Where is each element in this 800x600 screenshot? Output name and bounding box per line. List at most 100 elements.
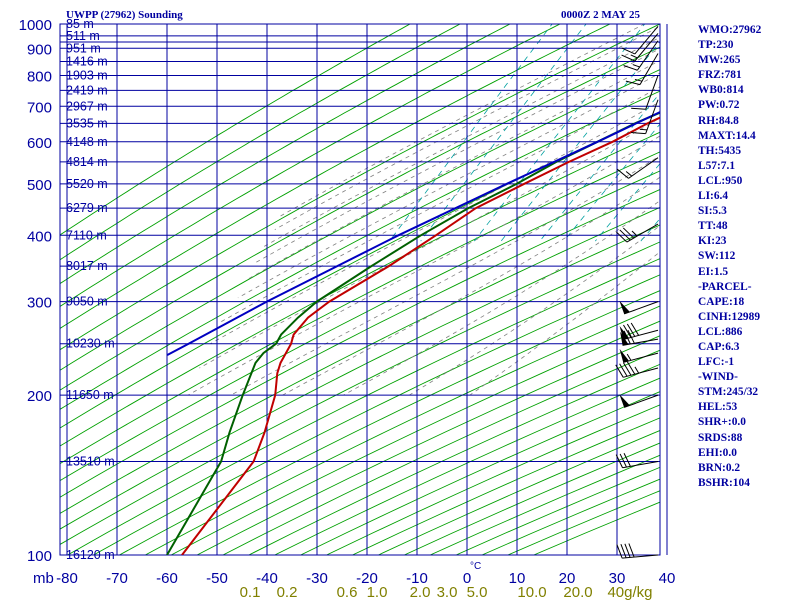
index-item: KI:23 bbox=[698, 235, 727, 248]
moist-adiabat-line bbox=[210, 101, 660, 345]
index-item: CAP:6.3 bbox=[698, 340, 740, 353]
temperature-tick-label: -40 bbox=[256, 570, 278, 587]
index-item: BSHR:104 bbox=[698, 476, 750, 489]
pressure-tick-label: 900 bbox=[27, 41, 52, 58]
temperature-labels: -80 -70 -60 -50 -40 -30 -20 -10 0 10 20 30 40 bbox=[56, 570, 675, 587]
index-item: FRZ:781 bbox=[698, 69, 742, 82]
mixing-ratio-line bbox=[473, 24, 646, 242]
height-label: 6279 m bbox=[66, 201, 108, 215]
indices-panel: WMO:27962 TP:230 MW:265 FRZ:781 WB0:814 PW:0.… bbox=[698, 23, 761, 491]
temperature-tick-label: -10 bbox=[406, 570, 428, 587]
index-item: EI:1.5 bbox=[698, 265, 729, 278]
index-item: HEL:53 bbox=[698, 401, 738, 414]
dry-adiabat-line bbox=[60, 24, 511, 285]
wind-barb-feather bbox=[630, 322, 640, 336]
temperature-tick-label: -80 bbox=[56, 570, 78, 587]
index-item: MAXT:14.4 bbox=[698, 129, 756, 142]
dry-adiabat-line bbox=[196, 335, 660, 555]
wind-barb-half-feather bbox=[625, 171, 633, 177]
moist-adiabat-line bbox=[220, 86, 660, 323]
height-label: 5520 m bbox=[66, 177, 108, 191]
wind-barb bbox=[619, 300, 659, 315]
height-label: 10230 m bbox=[66, 337, 115, 351]
wind-barb-staff bbox=[645, 99, 659, 134]
wind-barb-half-feather bbox=[639, 128, 648, 131]
temperature-tick-label: -70 bbox=[106, 570, 128, 587]
index-item: CAPE:18 bbox=[698, 295, 745, 308]
wind-barb bbox=[616, 543, 659, 559]
temperature-tick-label: 10 bbox=[509, 570, 526, 587]
mixing-ratio-label: 10.0 bbox=[517, 584, 546, 600]
mixing-ratio-label: 20.0 bbox=[563, 584, 592, 600]
wind-barb bbox=[623, 40, 659, 71]
wind-barb-half-feather bbox=[631, 230, 638, 237]
mixing-ratio-line bbox=[389, 24, 553, 242]
temperature-tick-label: 30 bbox=[609, 570, 626, 587]
wind-barb bbox=[616, 157, 659, 179]
wind-barb-feather bbox=[621, 47, 636, 55]
wind-barb-feather bbox=[619, 229, 631, 241]
wind-barb bbox=[621, 25, 659, 55]
index-item: TT:48 bbox=[698, 220, 728, 233]
plot-area bbox=[60, 24, 660, 555]
index-item: MW:265 bbox=[698, 54, 741, 67]
index-item: LCL:886 bbox=[698, 325, 743, 338]
mixing-ratio-label: 1.0 bbox=[367, 584, 388, 600]
wind-barb-staff bbox=[634, 33, 659, 62]
temperature-axis-label: °C bbox=[470, 561, 481, 572]
dewpoint-line bbox=[166, 111, 660, 555]
wind-barb bbox=[619, 322, 659, 341]
wind-barb-feather bbox=[619, 363, 628, 377]
chart-title: UWPP (27962) Sounding bbox=[66, 9, 183, 21]
dry-adiabat-line bbox=[60, 224, 660, 530]
height-label: 4814 m bbox=[66, 155, 108, 169]
index-item: LI:6.4 bbox=[698, 190, 729, 203]
wind-barbs bbox=[615, 25, 659, 559]
mixing-ratio-labels: 0.1 0.2 0.6 1.0 2.0 3.0 5.0 10.0 20.0 40g/kg bbox=[240, 584, 653, 600]
wind-barb-feather bbox=[621, 54, 636, 62]
wind-barb-feather bbox=[620, 544, 627, 558]
pressure-tick-label: 500 bbox=[27, 177, 52, 194]
wind-barb-staff bbox=[623, 329, 659, 341]
wind-barb bbox=[631, 75, 659, 110]
dry-adiabat-line bbox=[119, 290, 660, 555]
index-item: TP:230 bbox=[698, 39, 734, 52]
wind-barb-feather bbox=[622, 227, 635, 239]
pressure-tick-label: 100 bbox=[27, 548, 52, 565]
parcel-line bbox=[166, 110, 660, 356]
pressure-tick-label: 200 bbox=[27, 388, 52, 405]
mixing-ratio-label: 3.0 bbox=[437, 584, 458, 600]
wind-barb-half-feather bbox=[632, 64, 640, 68]
height-label: 511 m bbox=[66, 29, 100, 43]
index-item: SHR+:0.0 bbox=[698, 416, 746, 429]
index-item: SW:112 bbox=[698, 250, 736, 263]
height-label: 9050 m bbox=[66, 295, 108, 309]
wind-barb bbox=[615, 361, 659, 378]
index-item: -WIND- bbox=[698, 371, 738, 384]
wind-barb bbox=[619, 394, 659, 408]
index-item: LFC:-1 bbox=[698, 356, 735, 369]
moist-adiabat-line bbox=[246, 59, 660, 281]
height-label: 8017 m bbox=[66, 259, 108, 273]
moist-adiabat-line bbox=[230, 155, 660, 396]
mixing-ratio-label: 0.2 bbox=[277, 584, 298, 600]
dry-adiabat-line bbox=[60, 170, 660, 482]
moist-adiabat-line bbox=[280, 24, 646, 217]
wind-barb-flag bbox=[619, 394, 630, 408]
index-item: WB0:814 bbox=[698, 84, 744, 97]
pressure-tick-label: 600 bbox=[27, 135, 52, 152]
height-label: 951 m bbox=[66, 41, 101, 55]
moist-adiabat-line bbox=[408, 225, 660, 396]
wind-barb-half-feather bbox=[626, 353, 632, 361]
temperature-tick-label: 40 bbox=[659, 570, 676, 587]
dry-adiabat-line bbox=[60, 111, 660, 429]
wind-barb-feather bbox=[626, 323, 636, 337]
mixing-ratio-label: 0.1 bbox=[240, 584, 261, 600]
wind-barb bbox=[625, 53, 659, 86]
pressure-tick-label: 700 bbox=[27, 99, 52, 116]
mixing-ratio-label: 5.0 bbox=[467, 584, 488, 600]
dry-adiabat-line bbox=[93, 274, 660, 555]
temperature-line bbox=[181, 116, 660, 555]
wind-barb-staff bbox=[622, 338, 659, 346]
moist-adiabat-line bbox=[262, 36, 660, 248]
